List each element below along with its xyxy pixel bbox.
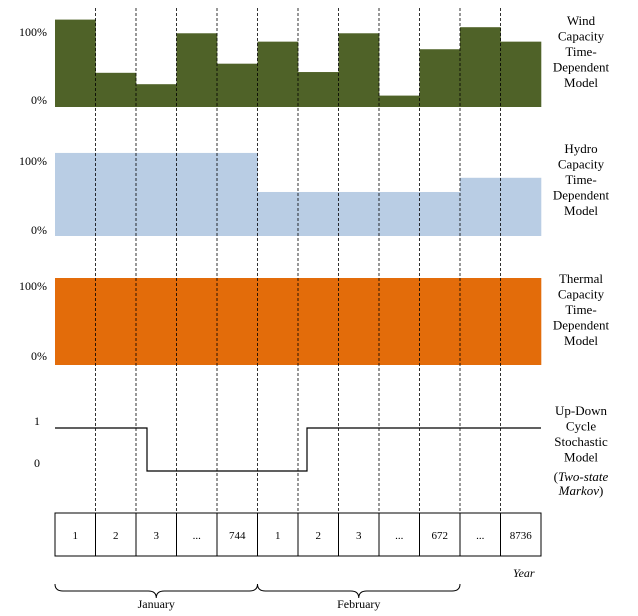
timeline-cell-label: 2 xyxy=(316,530,322,542)
thermal-model-label: Thermal xyxy=(559,271,603,286)
timeline-cell-label: 1 xyxy=(73,530,79,542)
thermal-model-label: Capacity xyxy=(558,287,605,302)
wind-bar xyxy=(298,72,339,107)
wind-bar xyxy=(501,42,542,107)
timeline-cell-label: 3 xyxy=(154,530,160,542)
thermal-bar xyxy=(460,278,501,365)
month-label: January xyxy=(138,597,175,611)
updown-model-note: Markov) xyxy=(558,483,604,498)
wind-bar xyxy=(460,27,501,107)
updown-model-label: Stochastic xyxy=(554,434,608,449)
hydro-model-label: Time- xyxy=(565,172,596,187)
timeline-layer: 1 2 3... 744 1 2 3... 672... 8736 Year January Febr… xyxy=(55,513,541,611)
hydro-bar xyxy=(258,192,299,236)
thermal-bar xyxy=(420,278,461,365)
updown-model-label: Up-Down xyxy=(555,403,607,418)
timeline-cell-label: 2 xyxy=(113,530,119,542)
hydro-bar xyxy=(177,153,218,236)
wind-bar xyxy=(96,73,137,107)
hydro-bar xyxy=(55,153,96,236)
hydro-model-label: Model xyxy=(564,203,598,218)
wind-bar xyxy=(339,33,380,107)
thermal-tick-0: 0% xyxy=(31,349,47,363)
updown-tick-1: 1 xyxy=(34,414,40,428)
thermal-model-label: Model xyxy=(564,333,598,348)
hydro-bar xyxy=(379,192,420,236)
thermal-model-label: Dependent xyxy=(553,318,610,333)
thermal-bar xyxy=(379,278,420,365)
timeline-cell-label: 8736 xyxy=(510,530,533,542)
thermal-bar xyxy=(177,278,218,365)
hydro-bar xyxy=(217,153,258,236)
wind-bar xyxy=(217,64,258,107)
month-brace xyxy=(55,584,258,598)
timeline-cell-label: ... xyxy=(476,530,485,542)
wind-model-label: Dependent xyxy=(553,60,610,75)
timeline-cell-label: 672 xyxy=(432,530,449,542)
wind-model-label: Capacity xyxy=(558,29,605,44)
wind-model-label: Model xyxy=(564,75,598,90)
thermal-bar xyxy=(298,278,339,365)
updown-tick-0: 0 xyxy=(34,456,40,470)
timeline-axis-label: Year xyxy=(513,566,535,580)
hydro-bar xyxy=(501,178,542,236)
thermal-bar xyxy=(258,278,299,365)
timeline-cell-label: 1 xyxy=(275,530,281,542)
month-label: February xyxy=(337,597,380,611)
hydro-bar xyxy=(339,192,380,236)
wind-bar xyxy=(420,49,461,107)
wind-tick-0: 0% xyxy=(31,93,47,107)
updown-model-note: (Two-state xyxy=(554,469,609,484)
hydro-model-label: Hydro xyxy=(564,141,597,156)
hydro-tick-100: 100% xyxy=(19,154,47,168)
updown-model-label: Cycle xyxy=(566,419,597,434)
wind-tick-100: 100% xyxy=(19,25,47,39)
timeline-cell-label: 744 xyxy=(229,530,246,542)
wind-bar xyxy=(136,84,177,107)
wind-bar xyxy=(55,20,96,107)
hydro-bar xyxy=(420,192,461,236)
hydro-bar xyxy=(136,153,177,236)
wind-bar xyxy=(258,42,299,107)
thermal-model-label: Time- xyxy=(565,302,596,317)
hydro-bar xyxy=(460,178,501,236)
thermal-bar xyxy=(501,278,542,365)
wind-bar xyxy=(177,33,218,107)
thermal-bar xyxy=(136,278,177,365)
timeline-cell-label: ... xyxy=(395,530,404,542)
hydro-bar xyxy=(96,153,137,236)
wind-model-label: Wind xyxy=(567,13,596,28)
thermal-bar xyxy=(96,278,137,365)
updown-model-label: Model xyxy=(564,450,598,465)
thermal-bar xyxy=(55,278,96,365)
thermal-bar xyxy=(339,278,380,365)
wind-bar xyxy=(379,96,420,107)
month-brace xyxy=(258,584,461,598)
timeline-cell-label: ... xyxy=(193,530,202,542)
panels-layer: 100%0%WindCapacityTime-DependentModel100… xyxy=(19,13,610,365)
hydro-bar xyxy=(298,192,339,236)
hydro-tick-0: 0% xyxy=(31,223,47,237)
timeline-cell-label: 3 xyxy=(356,530,362,542)
hydro-model-label: Capacity xyxy=(558,157,605,172)
wind-model-label: Time- xyxy=(565,44,596,59)
hydro-model-label: Dependent xyxy=(553,188,610,203)
thermal-bar xyxy=(217,278,258,365)
thermal-tick-100: 100% xyxy=(19,279,47,293)
